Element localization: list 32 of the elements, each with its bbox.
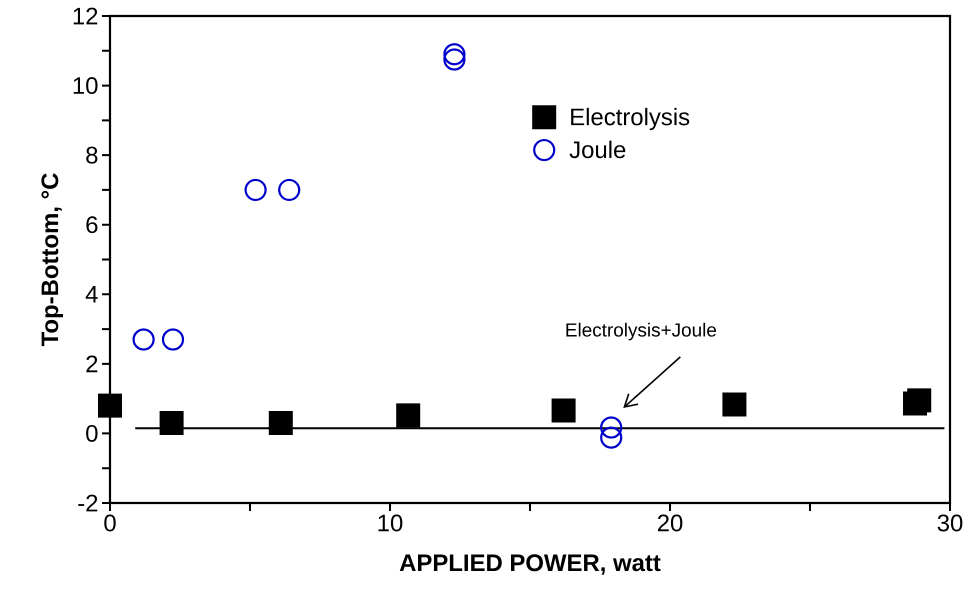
point <box>443 48 466 71</box>
legend-label: Electrolysis <box>571 108 690 130</box>
x-tick-label: 10 <box>378 514 402 532</box>
point <box>278 178 300 202</box>
point <box>907 388 932 412</box>
y-tick-label: 6 <box>86 216 98 234</box>
y-tick-label: 2 <box>86 356 98 372</box>
point <box>162 328 184 351</box>
y-tick-label: 10 <box>74 77 98 94</box>
y-tick-label: 4 <box>86 286 98 303</box>
x-tick-label: 30 <box>938 514 962 532</box>
point <box>600 416 622 439</box>
point <box>98 394 122 418</box>
x-tick-label: 20 <box>658 514 682 532</box>
legend-label: Joule <box>570 140 626 158</box>
point <box>268 410 293 435</box>
y-tick-label: -2 <box>78 494 98 512</box>
y-tick-label: 12 <box>74 8 98 24</box>
y-axis-title: Top-Bottom, °C <box>41 173 64 346</box>
point <box>396 403 420 428</box>
x-axis-title: APPLIED POWER, watt <box>400 554 661 575</box>
point <box>552 398 576 422</box>
point <box>600 426 622 449</box>
point <box>722 392 746 417</box>
point <box>443 43 466 66</box>
y-tick-label: 0 <box>86 424 98 442</box>
y-tick-label: 8 <box>86 146 98 164</box>
annotation: Electrolysis+Joule <box>566 322 716 340</box>
point <box>132 328 155 351</box>
point <box>244 178 267 202</box>
point <box>160 410 184 435</box>
x-tick-label: 0 <box>104 514 116 532</box>
